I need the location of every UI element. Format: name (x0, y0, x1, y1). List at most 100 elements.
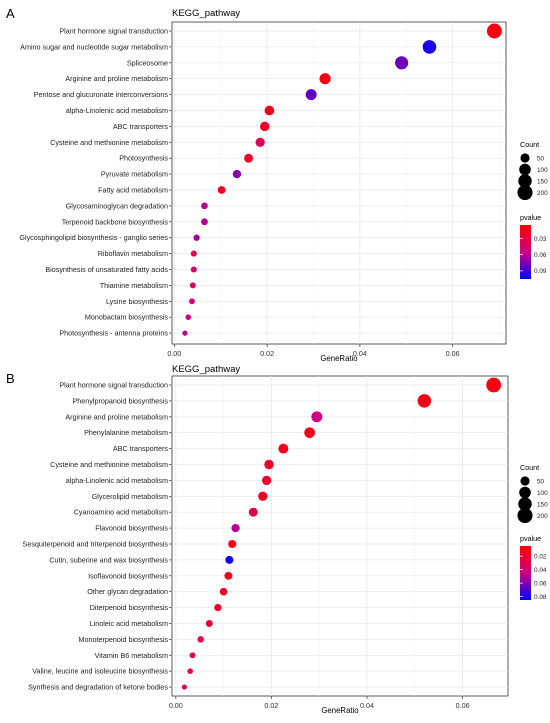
color-legend-label: 0.02 (534, 553, 547, 560)
x-tick-label: 0.00 (169, 701, 183, 710)
category-label: Cysteine and methionine metabolism (50, 460, 168, 469)
category-label: Arginine and proline metabolism (65, 412, 168, 421)
data-point (278, 443, 289, 454)
category-label: Vitamin B6 metabolism (95, 651, 168, 660)
data-point (181, 684, 187, 690)
data-point (201, 202, 208, 210)
data-point (193, 234, 200, 241)
color-legend-label: 0.09 (534, 268, 547, 275)
category-label: Amino sugar and nucleotide sugar metabol… (20, 42, 168, 51)
data-point (219, 587, 228, 596)
color-legend-label: 0.08 (534, 594, 547, 601)
size-legend-label: 100 (537, 167, 548, 174)
color-legend-title: pvalue (520, 213, 541, 222)
chart-title: KEGG_pathway (172, 364, 240, 375)
category-label: Diterpenoid biosynthesis (90, 603, 169, 612)
data-point (190, 266, 197, 273)
category-label: ABC transporters (113, 444, 169, 453)
category-label: Plant hormone signal transduction (59, 27, 168, 36)
data-point (304, 427, 316, 439)
data-point (248, 507, 258, 517)
data-point (231, 523, 240, 533)
x-tick-label: 0.04 (353, 349, 367, 358)
data-point (486, 23, 502, 39)
category-label: Spliceosome (127, 58, 168, 67)
plot-area (171, 375, 509, 697)
category-label: Biosynthesis of unsaturated fatty acids (45, 265, 168, 274)
x-axis-title: GeneRatio (320, 354, 358, 363)
category-label: Glycosaminoglycan degradation (66, 201, 168, 210)
category-label: Cysteine and methionine metabolism (50, 138, 168, 147)
size-legend-key (520, 153, 530, 163)
category-label: Cyanoamino acid metabolism (74, 508, 168, 517)
data-point (311, 411, 323, 423)
data-point (214, 603, 222, 612)
color-legend: pvalue 0.03 0.06 0.09 (520, 213, 547, 279)
size-legend-title: Count (520, 140, 539, 149)
color-bar (520, 546, 531, 600)
color-legend-label: 0.06 (534, 252, 547, 259)
x-tick-label: 0.06 (456, 701, 470, 710)
chart-title: KEGG_pathway (172, 8, 240, 19)
data-point (205, 620, 213, 627)
panel-letter: B (6, 371, 15, 386)
size-legend-label: 200 (537, 513, 548, 520)
panel-b: B KEGG_pathway Plant hormone signal tran… (6, 364, 548, 715)
x-axis-ticks: 0.00 0.02 0.04 0.06 (167, 344, 460, 358)
data-point (189, 282, 196, 289)
category-label: Isoflavonoid biosynthesis (88, 571, 168, 580)
data-point (185, 314, 192, 320)
category-label: Flavonoid biosynthesis (95, 524, 168, 533)
category-label: Sesquiterpenoid and triterpenoid biosynt… (23, 540, 169, 549)
data-point (395, 56, 409, 70)
data-point (197, 636, 204, 643)
data-point (264, 459, 274, 470)
size-legend-key (518, 174, 532, 188)
grid (172, 22, 506, 344)
category-label: Terpenoid backbone biosynthesis (62, 217, 169, 226)
color-legend: pvalue 0.02 0.04 0.06 0.08 (520, 534, 547, 601)
category-label: Fatty acid metabolism (98, 186, 168, 195)
panel-a: A KEGG_pathway Plant hormone signal tran… (6, 6, 548, 363)
data-point (217, 186, 226, 194)
data-point (189, 652, 196, 659)
category-label: Valine, leucine and isoleucine biosynthe… (32, 667, 168, 676)
data-point (255, 137, 265, 147)
size-legend-key (520, 476, 530, 486)
category-label: Thiamine metabolism (100, 281, 168, 290)
category-label: Lysine biosynthesis (106, 297, 168, 306)
data-points (181, 377, 502, 690)
size-legend: Count 50 100 150 200 (517, 463, 548, 524)
color-bar (520, 225, 531, 279)
x-axis-ticks: 0.00 0.02 0.04 0.06 (169, 696, 470, 710)
category-label: Synthesis and degradation of ketone bodi… (28, 683, 168, 692)
plot-area (171, 21, 507, 345)
data-point (422, 40, 437, 54)
grid (172, 376, 508, 696)
data-point (225, 555, 234, 564)
category-label: Glycosphingolipid biosynthesis - ganglio… (19, 233, 168, 242)
color-legend-label: 0.06 (534, 580, 547, 587)
x-tick-label: 0.00 (167, 349, 181, 358)
category-label: Arginine and proline metabolism (65, 74, 168, 83)
category-label: Monoterpenoid biosynthesis (79, 635, 169, 644)
data-point (417, 394, 432, 408)
x-tick-label: 0.04 (360, 701, 374, 710)
category-label: Phenylpropanoid biosynthesis (73, 396, 169, 405)
x-tick-label: 0.02 (260, 349, 274, 358)
category-label: Cutin, suberine and wax biosynthesis (49, 555, 168, 564)
data-point (260, 121, 270, 132)
data-point (189, 298, 195, 305)
data-point (201, 218, 208, 226)
category-label: Phenylalanine metabolism (84, 428, 168, 437)
color-legend-label: 0.03 (534, 236, 547, 243)
data-point (258, 491, 268, 501)
category-label: alpha-Linolenic acid metabolism (66, 476, 168, 485)
data-point (486, 377, 502, 393)
data-point (228, 539, 237, 549)
size-legend: Count 50 100 150 200 (517, 140, 548, 201)
size-legend-key (519, 163, 531, 176)
size-legend-label: 50 (537, 478, 545, 485)
data-points (182, 23, 502, 336)
